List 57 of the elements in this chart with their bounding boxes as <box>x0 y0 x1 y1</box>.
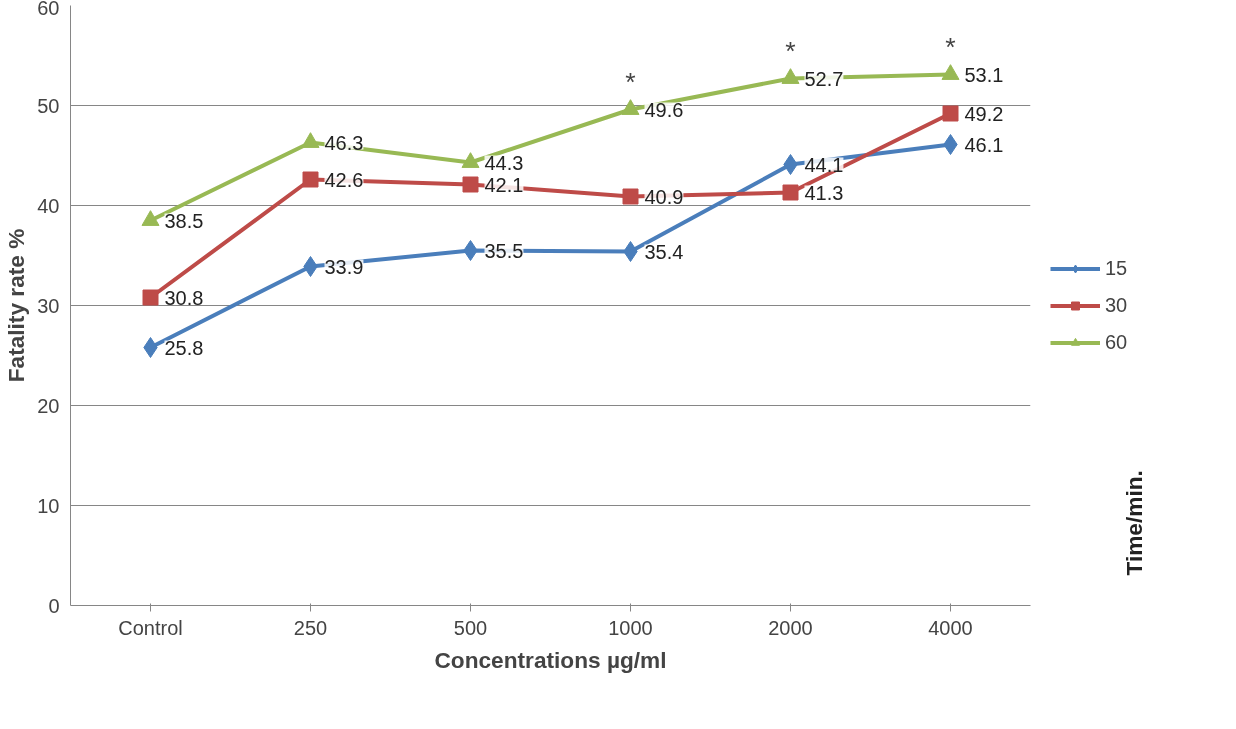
point <box>941 64 960 80</box>
data-label: 49.6 <box>644 98 684 121</box>
x-tick-label: Control <box>118 616 183 639</box>
data-label: 42.6 <box>324 168 364 191</box>
data-label: 35.4 <box>644 240 684 263</box>
y-tick-label: 0 <box>48 594 60 617</box>
point <box>781 68 800 84</box>
legend-label: 60 <box>1105 330 1128 354</box>
data-label: 53.1 <box>964 63 1004 86</box>
legend-label: 15 <box>1105 256 1128 280</box>
x-tick-label: 500 <box>453 616 488 639</box>
point <box>302 171 319 188</box>
annotation: * <box>945 31 956 62</box>
x-axis-title: Concentrations µg/ml <box>434 646 667 673</box>
y-tick-label: 40 <box>37 194 60 217</box>
point <box>623 241 638 262</box>
data-label: 44.1 <box>804 153 844 176</box>
point <box>142 289 159 306</box>
point <box>622 188 639 205</box>
y-axis-title: Fatality rate % <box>3 228 30 383</box>
data-label: 35.5 <box>484 239 524 262</box>
point <box>783 154 798 175</box>
legend-title: Time/min. <box>1121 470 1147 576</box>
y-tick-label: 50 <box>37 94 60 117</box>
data-label: 46.1 <box>964 133 1004 156</box>
point <box>461 152 480 168</box>
x-tick-label: 1000 <box>608 616 653 639</box>
point <box>943 134 958 155</box>
data-label: 52.7 <box>804 67 844 90</box>
x-tick-label: 4000 <box>928 616 973 639</box>
point <box>303 256 318 277</box>
data-label: 49.2 <box>964 102 1004 125</box>
data-label: 38.5 <box>164 209 204 232</box>
data-label: 42.1 <box>484 173 524 196</box>
point <box>143 337 158 358</box>
x-tick-label: 250 <box>293 616 328 639</box>
y-tick-label: 60 <box>37 0 60 19</box>
point <box>462 176 479 193</box>
y-tick-label: 30 <box>37 294 60 317</box>
data-label: 44.3 <box>484 151 524 174</box>
legend-label: 30 <box>1105 293 1128 317</box>
data-label: 41.3 <box>804 181 844 204</box>
data-label: 46.3 <box>324 131 364 154</box>
y-tick-label: 10 <box>37 494 60 517</box>
point <box>782 184 799 201</box>
x-tick-label: 2000 <box>768 616 813 639</box>
data-label: 40.9 <box>644 185 684 208</box>
annotation: * <box>625 66 636 97</box>
y-tick-label: 20 <box>37 394 60 417</box>
data-label: 33.9 <box>324 255 364 278</box>
data-label: 30.8 <box>164 286 204 309</box>
point <box>621 99 640 115</box>
annotation: * <box>785 35 796 66</box>
data-label: 25.8 <box>164 336 204 359</box>
point <box>942 105 959 122</box>
point <box>463 240 478 261</box>
point <box>301 132 320 148</box>
